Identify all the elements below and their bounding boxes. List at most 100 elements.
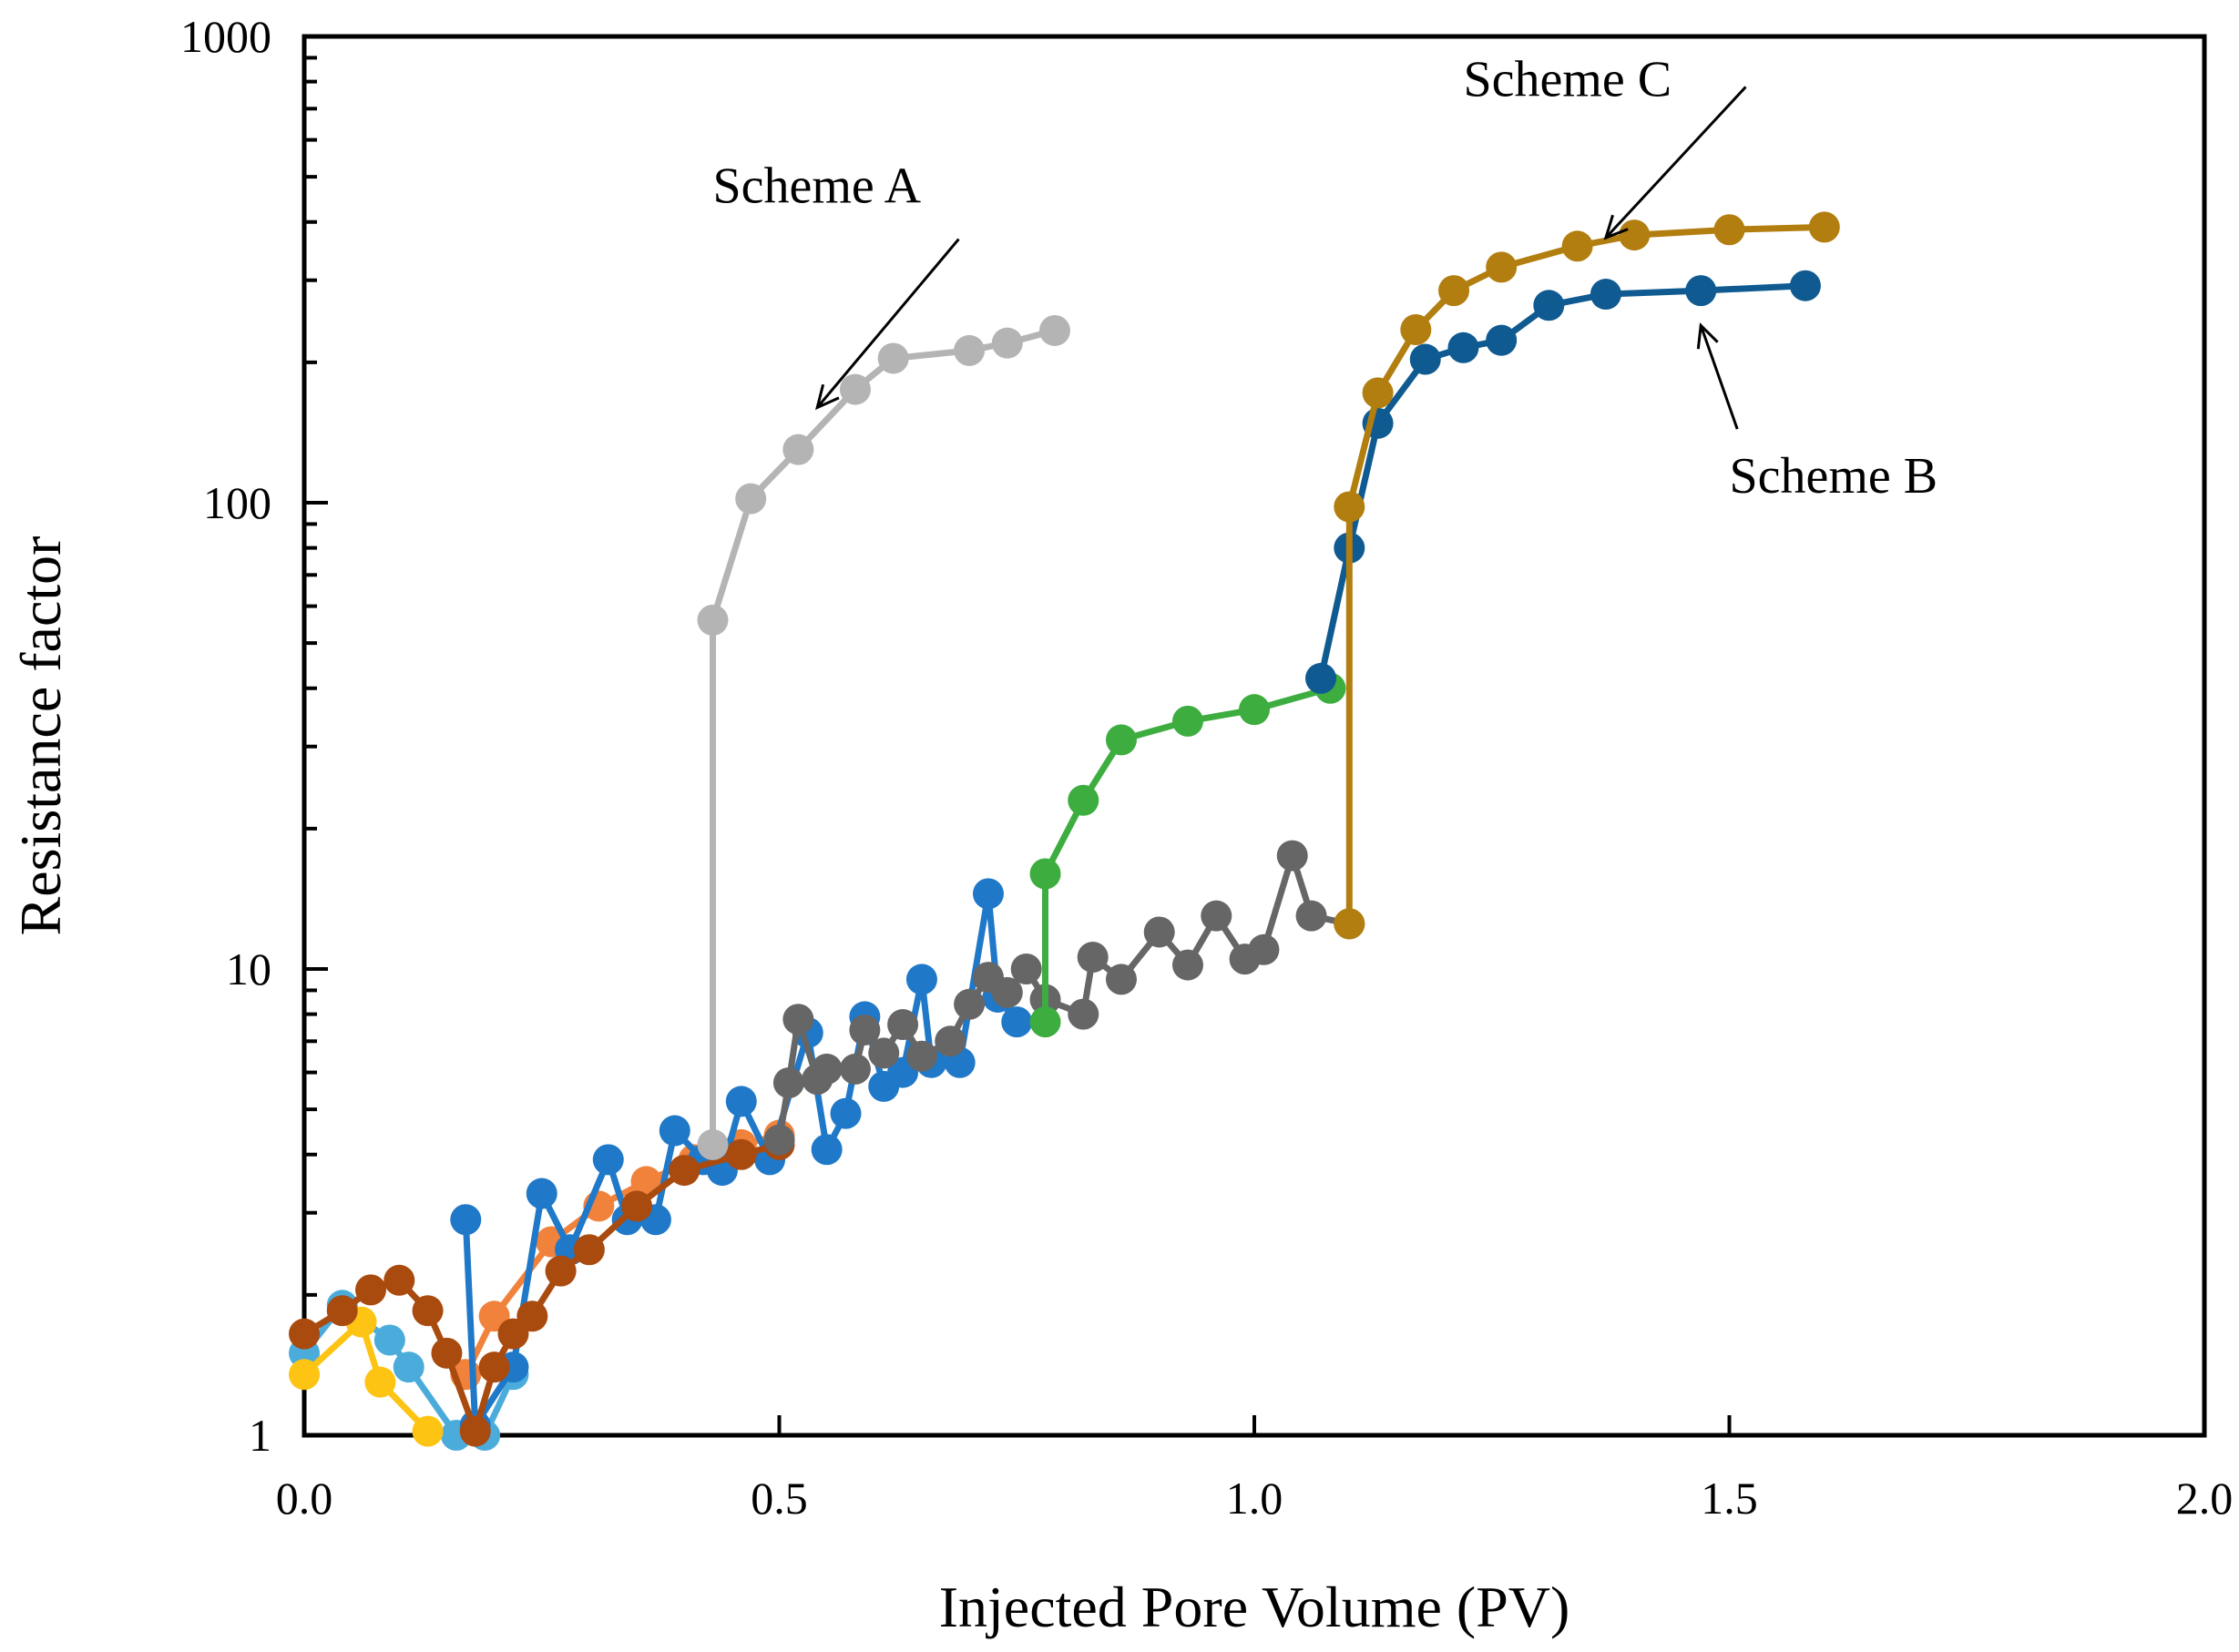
- data-point: [877, 342, 909, 374]
- data-point: [669, 1155, 700, 1187]
- data-point: [1295, 900, 1327, 932]
- annotation-scheme-a: Scheme A: [712, 158, 960, 411]
- data-point: [592, 1144, 624, 1176]
- y-tick-label: 100: [203, 477, 271, 528]
- data-point: [659, 1115, 690, 1147]
- data-point: [887, 1009, 919, 1041]
- data-point: [763, 1124, 795, 1156]
- data-point: [1010, 953, 1042, 984]
- data-point: [1533, 290, 1565, 321]
- data-point: [478, 1351, 510, 1383]
- data-point: [431, 1337, 463, 1369]
- data-point: [1105, 964, 1137, 995]
- x-axis-ticks: 0.0 0.5 1.0 1.5 2.0: [276, 1415, 2234, 1524]
- data-point: [1201, 900, 1232, 932]
- data-point: [725, 1138, 757, 1170]
- data-point: [782, 1004, 814, 1035]
- data-point: [1038, 314, 1070, 346]
- data-point: [1409, 343, 1441, 375]
- data-point: [1619, 219, 1651, 251]
- series-scheme-b-c-grey: [763, 840, 1365, 1156]
- y-tick-label: 10: [226, 943, 271, 994]
- data-point: [697, 604, 729, 636]
- data-point: [991, 327, 1023, 359]
- data-point: [1105, 724, 1137, 756]
- data-point: [1486, 251, 1518, 283]
- data-point: [1486, 324, 1518, 356]
- data-point: [412, 1295, 444, 1327]
- annotation-label: Scheme C: [1463, 51, 1672, 107]
- data-point: [1400, 314, 1432, 346]
- data-point: [811, 1053, 843, 1085]
- data-point: [1713, 214, 1745, 246]
- data-point: [839, 1053, 871, 1085]
- series-line: [302, 1319, 431, 1434]
- y-tick-label: 1: [249, 1410, 271, 1461]
- data-point: [326, 1295, 358, 1327]
- data-point: [935, 1025, 966, 1057]
- series-line: [776, 852, 1351, 1141]
- data-point: [905, 964, 937, 995]
- data-point: [954, 334, 986, 366]
- data-point: [1029, 858, 1061, 890]
- data-point: [972, 878, 1004, 910]
- x-tick-label: 0.5: [751, 1473, 808, 1524]
- series-scheme-b: [1305, 270, 1821, 694]
- series-line: [1345, 223, 1825, 924]
- data-point: [839, 373, 871, 405]
- data-point: [516, 1300, 548, 1332]
- annotation-arrow-head: [1696, 322, 1719, 350]
- series-scheme-a: [697, 314, 1070, 1160]
- series-line: [1317, 282, 1806, 679]
- data-point: [1068, 784, 1099, 816]
- data-point: [1808, 211, 1840, 243]
- data-point: [621, 1190, 653, 1222]
- data-point: [289, 1359, 320, 1391]
- data-point: [1561, 230, 1593, 262]
- data-point: [905, 1040, 937, 1072]
- annotation-arrow-shaft: [816, 238, 960, 409]
- data-point: [849, 1014, 881, 1045]
- data-point: [1438, 275, 1470, 307]
- series-layer: [289, 211, 1840, 1451]
- data-point: [1029, 1006, 1061, 1038]
- data-point: [1362, 377, 1394, 409]
- data-point: [1590, 279, 1621, 311]
- data-point: [373, 1324, 405, 1356]
- data-point: [1334, 908, 1365, 940]
- data-point: [1171, 705, 1203, 737]
- x-tick-label: 2.0: [2176, 1473, 2234, 1524]
- annotation-label: Scheme B: [1730, 448, 1938, 505]
- annotation-scheme-b: Scheme B: [1696, 322, 1938, 505]
- data-point: [450, 1204, 482, 1236]
- annotation-label: Scheme A: [712, 158, 921, 215]
- data-point: [1068, 998, 1099, 1030]
- data-point: [1143, 916, 1175, 948]
- annotation-scheme-c: Scheme C: [1463, 51, 1747, 240]
- y-tick-label: 1000: [180, 11, 271, 62]
- data-point: [991, 976, 1023, 1008]
- data-point: [459, 1415, 491, 1447]
- data-point: [868, 1037, 900, 1069]
- data-point: [725, 1086, 757, 1117]
- data-point: [1248, 933, 1280, 965]
- data-point: [545, 1255, 577, 1287]
- x-tick-label: 1.0: [1226, 1473, 1283, 1524]
- data-point: [412, 1415, 444, 1447]
- data-point: [526, 1178, 557, 1209]
- data-point: [1239, 694, 1270, 726]
- data-point: [1276, 840, 1308, 872]
- data-point: [355, 1274, 387, 1306]
- annotation-arrow-head: [1603, 214, 1629, 240]
- data-point: [289, 1318, 320, 1350]
- data-point: [735, 483, 767, 515]
- data-point: [830, 1097, 862, 1129]
- data-point: [1447, 331, 1479, 363]
- data-point: [364, 1366, 396, 1398]
- annotation-arrow-shaft: [1604, 86, 1747, 240]
- annotation-layer: Scheme A Scheme B Scheme C: [712, 51, 1937, 505]
- data-point: [782, 433, 814, 465]
- x-tick-label: 0.0: [276, 1473, 333, 1524]
- series-scheme-b-c-early: [289, 1306, 444, 1447]
- x-tick-label: 1.5: [1701, 1473, 1758, 1524]
